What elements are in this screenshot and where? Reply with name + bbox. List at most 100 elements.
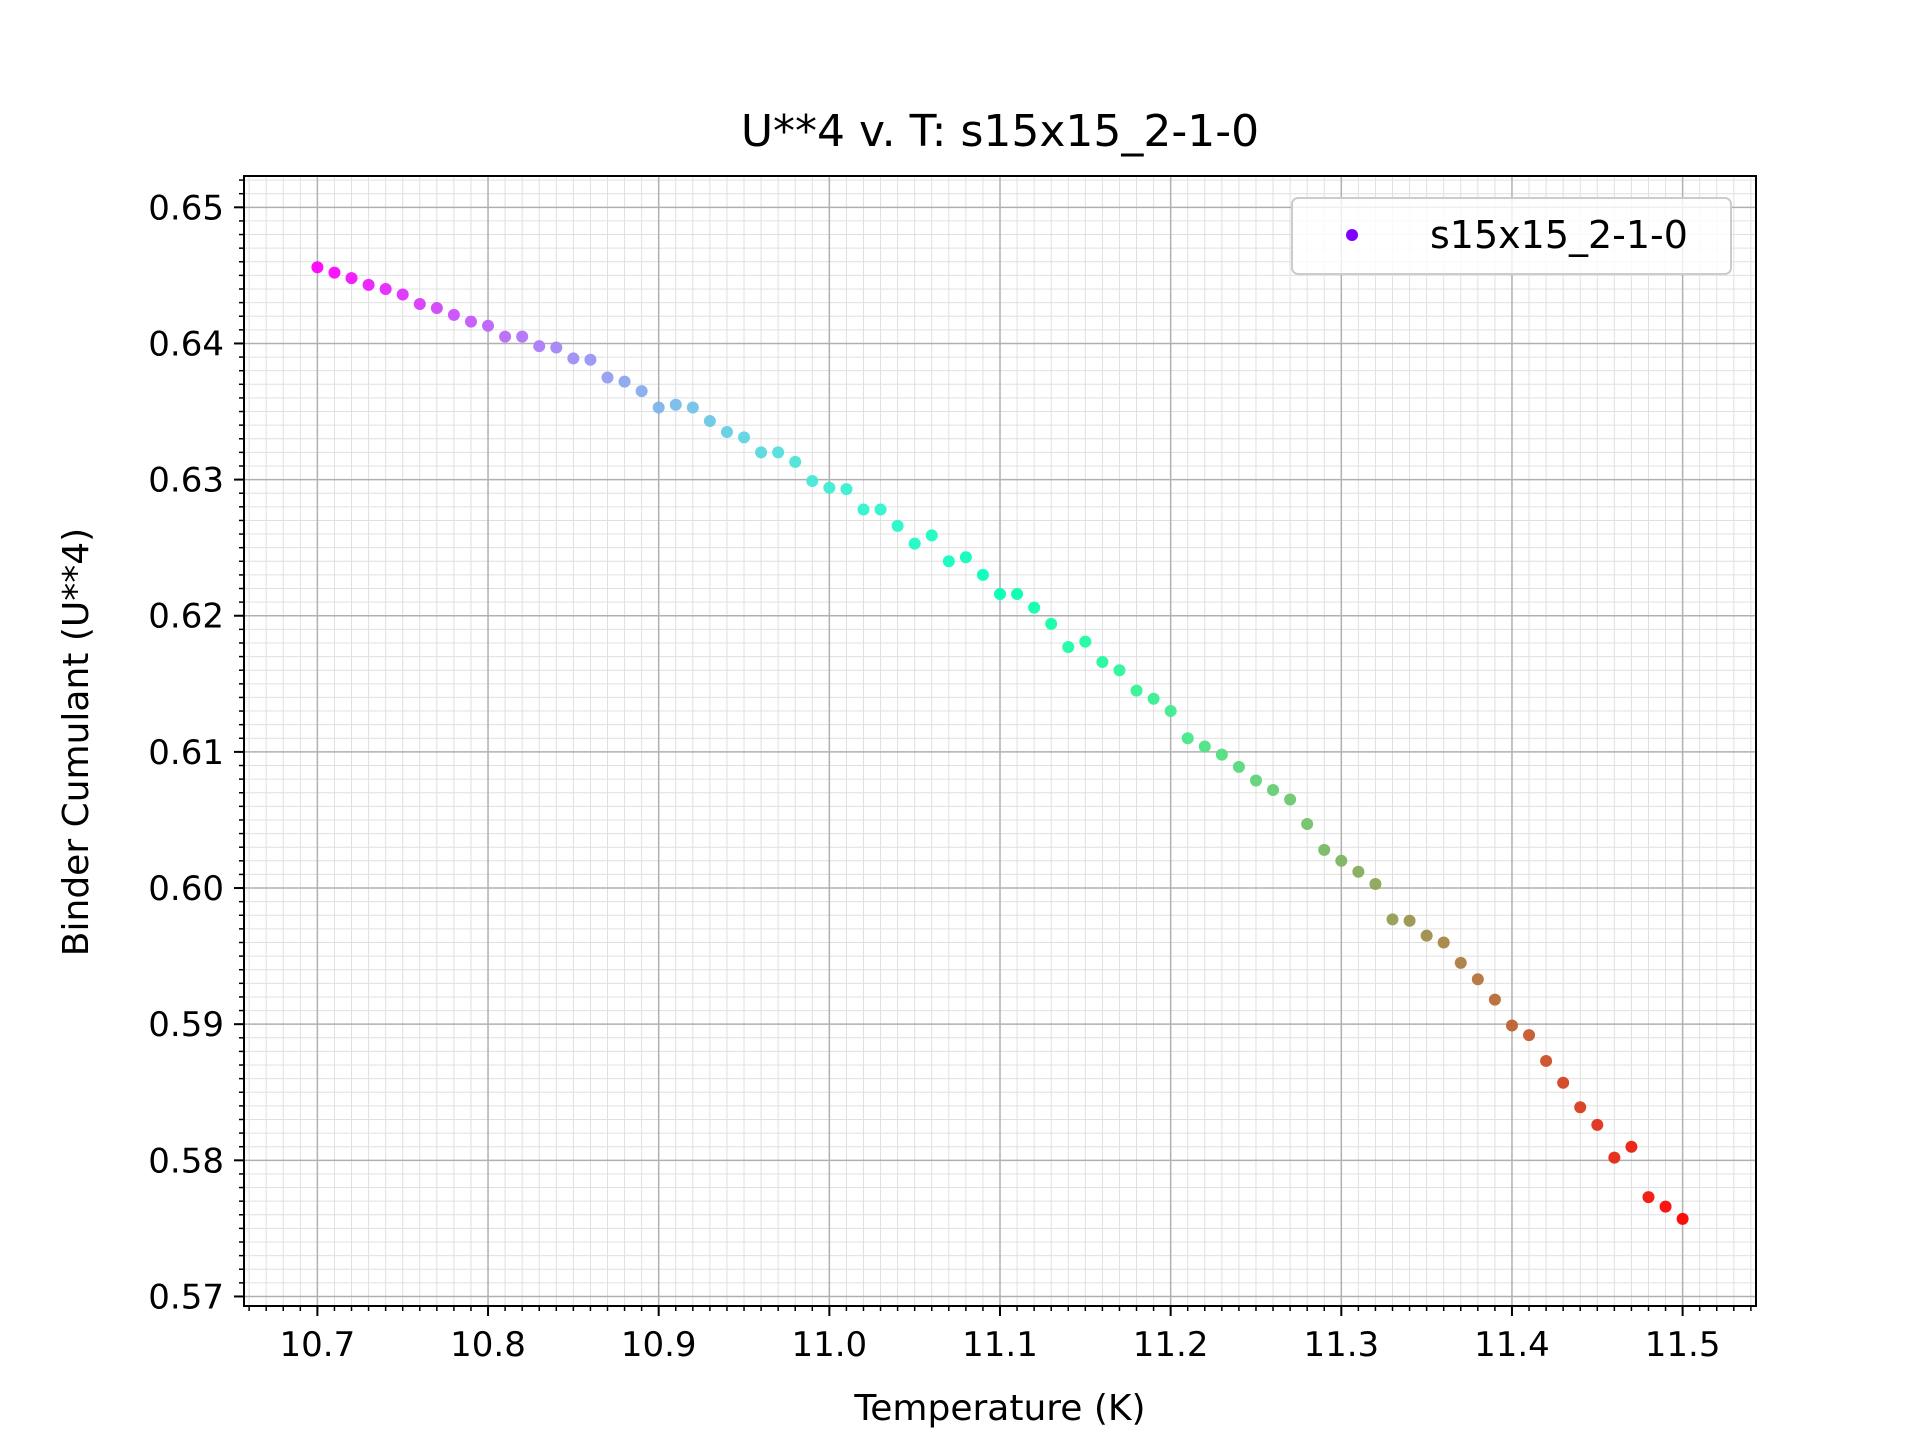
- data-point: [1215, 748, 1228, 761]
- data-point: [1591, 1118, 1604, 1131]
- data-point: [1574, 1101, 1587, 1114]
- data-point: [857, 503, 870, 516]
- data-point: [1028, 601, 1041, 614]
- legend-marker: [1346, 229, 1358, 241]
- data-point: [362, 278, 375, 291]
- data-point: [1011, 587, 1024, 600]
- data-point: [1523, 1029, 1536, 1042]
- y-axis-label: Binder Cumulant (U**4): [56, 528, 97, 956]
- y-tick-label: 0.65: [148, 188, 224, 228]
- data-point: [806, 474, 819, 487]
- data-point: [1676, 1212, 1689, 1225]
- data-point: [1130, 684, 1143, 697]
- data-point: [1335, 854, 1348, 867]
- data-point: [789, 455, 802, 468]
- data-point: [925, 529, 938, 542]
- data-point: [1301, 818, 1314, 831]
- data-point: [1147, 692, 1160, 705]
- data-point: [1232, 760, 1245, 773]
- data-point: [1164, 705, 1177, 718]
- legend: s15x15_2-1-0: [1291, 197, 1732, 275]
- data-point: [516, 330, 529, 343]
- x-tick-label: 11.3: [1303, 1325, 1379, 1365]
- data-point: [430, 302, 443, 315]
- data-point: [720, 425, 733, 438]
- data-point: [1198, 740, 1211, 753]
- data-point: [345, 272, 358, 285]
- data-point: [1096, 656, 1109, 669]
- y-tick-label: 0.57: [148, 1277, 224, 1317]
- data-point: [618, 375, 631, 388]
- data-point: [1471, 973, 1484, 986]
- data-point: [669, 398, 682, 411]
- data-point: [959, 551, 972, 564]
- data-point: [994, 587, 1006, 600]
- y-tick-label: 0.58: [148, 1141, 224, 1181]
- x-tick-label: 10.8: [450, 1325, 526, 1365]
- data-point: [908, 537, 921, 550]
- data-point: [396, 288, 409, 301]
- y-axis-ticks: 0.57 0.58 0.59 0.60 0.61 0.62 0.63 0.64 0.65: [148, 179, 244, 1317]
- data-point: [311, 261, 324, 274]
- data-point: [328, 266, 341, 279]
- x-tick-label: 11.0: [791, 1325, 867, 1365]
- data-point: [823, 481, 836, 494]
- data-point: [1625, 1140, 1638, 1153]
- data-point: [1062, 641, 1075, 654]
- data-point: [413, 297, 426, 310]
- data-point: [703, 415, 716, 428]
- data-point: [1113, 664, 1126, 677]
- data-point: [1369, 877, 1382, 890]
- data-point: [1352, 865, 1365, 878]
- y-tick-label: 0.59: [148, 1005, 224, 1045]
- x-tick-label: 11.5: [1645, 1325, 1721, 1365]
- legend-box: [1291, 197, 1732, 275]
- data-point: [601, 371, 614, 384]
- data-point: [772, 446, 785, 459]
- y-tick-label: 0.64: [148, 324, 224, 364]
- data-point: [1403, 914, 1416, 927]
- data-point: [1045, 617, 1058, 630]
- data-point: [1079, 635, 1092, 648]
- data-point: [533, 340, 546, 353]
- data-point: [686, 401, 699, 414]
- data-point: [1318, 843, 1331, 856]
- data-point: [1642, 1191, 1655, 1204]
- data-point: [976, 568, 989, 581]
- data-point: [1437, 936, 1450, 949]
- y-tick-label: 0.62: [148, 597, 224, 637]
- x-tick-label: 11.2: [1133, 1325, 1209, 1365]
- data-point: [379, 283, 392, 295]
- y-tick-label: 0.63: [148, 461, 224, 501]
- data-point: [738, 431, 751, 444]
- data-point: [1249, 774, 1262, 787]
- data-point: [840, 483, 853, 496]
- data-point: [1284, 793, 1297, 806]
- data-point: [635, 385, 648, 398]
- data-point: [464, 315, 477, 328]
- chart-title: U**4 v. T: s15x15_2-1-0: [741, 106, 1259, 157]
- data-point: [567, 352, 580, 365]
- data-point: [1540, 1054, 1553, 1067]
- data-point: [942, 555, 955, 568]
- data-point: [1608, 1151, 1621, 1164]
- data-point: [1181, 732, 1194, 745]
- data-point: [652, 401, 665, 414]
- x-tick-label: 10.7: [280, 1325, 356, 1365]
- data-point: [584, 353, 597, 366]
- data-point: [755, 446, 768, 459]
- data-point: [499, 330, 512, 343]
- y-tick-label: 0.61: [148, 733, 224, 773]
- data-point: [447, 308, 460, 321]
- y-tick-label: 0.60: [148, 869, 224, 909]
- data-point: [1386, 913, 1399, 926]
- data-point: [874, 503, 887, 516]
- data-point: [1488, 993, 1501, 1006]
- data-point: [1557, 1076, 1570, 1089]
- x-tick-label: 11.1: [962, 1325, 1038, 1365]
- x-tick-label: 10.9: [621, 1325, 697, 1365]
- data-point: [482, 319, 495, 332]
- data-point: [1454, 956, 1467, 969]
- x-axis-ticks: 10.7 10.8 10.9 11.0 11.1 11.2 11.3 11.4 11.5: [248, 1306, 1752, 1365]
